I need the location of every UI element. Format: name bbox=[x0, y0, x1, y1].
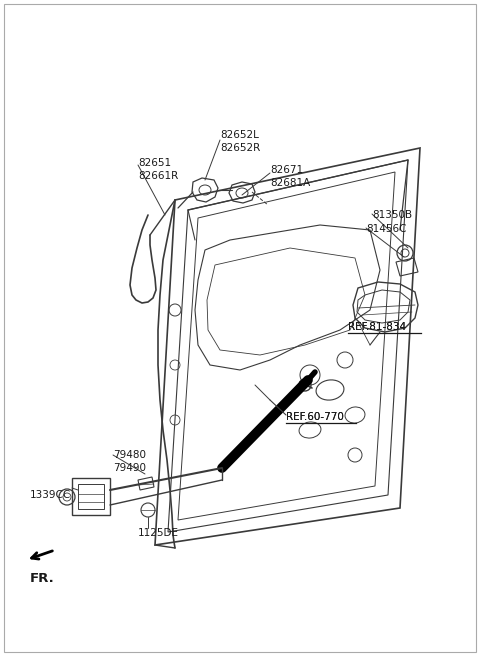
Text: REF.81-834: REF.81-834 bbox=[348, 322, 406, 332]
Text: 82651: 82651 bbox=[138, 158, 171, 168]
Text: REF.60-770: REF.60-770 bbox=[286, 412, 344, 422]
Text: 1125DE: 1125DE bbox=[138, 528, 179, 538]
Text: 82661R: 82661R bbox=[138, 171, 178, 181]
Text: 81350B: 81350B bbox=[372, 210, 412, 220]
Text: 82652R: 82652R bbox=[220, 143, 260, 153]
Text: 82652L: 82652L bbox=[220, 130, 259, 140]
Text: 81456C: 81456C bbox=[366, 224, 407, 234]
Text: 82681A: 82681A bbox=[270, 178, 310, 188]
Text: 79490: 79490 bbox=[113, 463, 146, 473]
Text: 1339CC: 1339CC bbox=[30, 490, 71, 500]
Text: FR.: FR. bbox=[30, 572, 55, 585]
Text: 82671: 82671 bbox=[270, 165, 303, 175]
Text: REF.81-834: REF.81-834 bbox=[348, 322, 406, 332]
Text: 79480: 79480 bbox=[113, 450, 146, 460]
Text: REF.60-770: REF.60-770 bbox=[286, 412, 344, 422]
